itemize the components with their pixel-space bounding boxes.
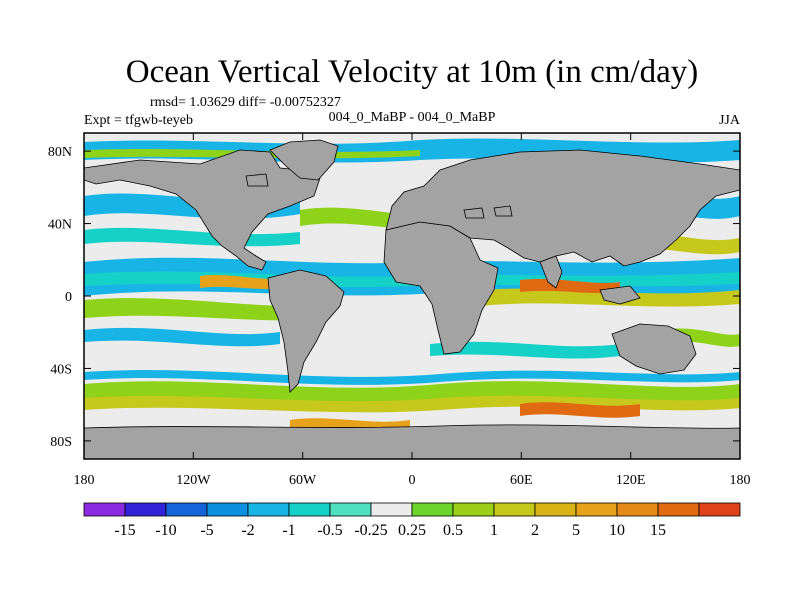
contour-band xyxy=(430,341,620,359)
landmass xyxy=(463,207,485,219)
season-label: JJA xyxy=(719,113,741,128)
landmass xyxy=(611,323,697,375)
lon-tick-label: 60W xyxy=(289,473,317,488)
contour-band xyxy=(84,327,280,347)
axis-tick-labels: 80N 40N 0 40S 80S 180 120W 60W 0 60E 120E 180 xyxy=(48,145,751,488)
lon-tick-label: 180 xyxy=(730,473,751,488)
colorbar-swatch xyxy=(288,502,331,517)
colorbar-swatch xyxy=(411,502,454,517)
colorbar-label: 15 xyxy=(650,522,666,539)
colorbar-label: 0.25 xyxy=(398,522,426,539)
colorbar-swatch xyxy=(83,502,126,517)
colorbar-swatch xyxy=(493,502,536,517)
contour-band xyxy=(520,279,620,294)
colorbar-swatch xyxy=(698,502,741,517)
colorbar-label: -15 xyxy=(114,522,135,539)
colorbar-label: 2 xyxy=(531,522,539,539)
lat-tick-label: 0 xyxy=(65,290,72,305)
landmass xyxy=(245,173,269,187)
colorbar-label: 0.5 xyxy=(443,522,463,539)
land-mask xyxy=(84,139,740,459)
colorbar-label: -10 xyxy=(155,522,176,539)
figure-title: Ocean Vertical Velocity at 10m (in cm/da… xyxy=(126,54,698,90)
colorbar-swatch xyxy=(124,502,167,517)
lat-tick-label: 40S xyxy=(50,362,72,377)
colorbar-swatch xyxy=(206,502,249,517)
landmass xyxy=(599,285,641,305)
colorbar-swatch xyxy=(370,502,413,517)
colorbar-swatch xyxy=(534,502,577,517)
lat-tick-label: 80N xyxy=(48,145,72,160)
colorbar-label: 1 xyxy=(490,522,498,539)
lon-tick-label: 0 xyxy=(409,473,416,488)
colorbar-swatch xyxy=(329,502,372,517)
stats-line: rmsd= 1.03629 diff= -0.00752327 xyxy=(150,95,341,110)
colorbar-label: 5 xyxy=(572,522,580,539)
contour-band xyxy=(84,298,330,321)
contour-band xyxy=(84,370,740,385)
colorbar-label: -0.25 xyxy=(354,522,387,539)
lat-tick-label: 40N xyxy=(48,218,72,233)
colorbar-swatch xyxy=(575,502,618,517)
lon-tick-label: 180 xyxy=(74,473,95,488)
contour-band xyxy=(200,275,290,290)
colorbar-label: -1 xyxy=(282,522,295,539)
colorbar-swatch xyxy=(657,502,700,517)
contour-band xyxy=(520,402,640,418)
colorbar-label: -0.5 xyxy=(317,522,342,539)
lon-tick-label: 120W xyxy=(176,473,211,488)
landmass xyxy=(493,205,513,217)
landmass xyxy=(385,149,740,267)
lat-tick-label: 80S xyxy=(50,435,72,450)
landmass xyxy=(269,139,339,181)
map: 80N 40N 0 40S 80S 180 120W 60W 0 60E 120E 180 xyxy=(48,132,751,488)
lon-tick-label: 120E xyxy=(616,473,646,488)
landmass xyxy=(539,255,563,289)
landmass xyxy=(267,269,345,393)
colorbar-swatch xyxy=(165,502,208,517)
lon-tick-label: 60E xyxy=(510,473,533,488)
colorbar-swatch xyxy=(247,502,290,517)
contour-band xyxy=(84,395,740,413)
colorbar-label: 10 xyxy=(609,522,625,539)
axis-ticks xyxy=(83,133,741,459)
experiment-label: Expt = tfgwb-teyeb xyxy=(84,113,193,128)
colorbar: -15 -10 -5 -2 -1 -0.5 -0.25 0.25 0.5 1 2 5 10 15 xyxy=(83,502,741,539)
landmass xyxy=(84,424,740,459)
colorbar-label: -5 xyxy=(200,522,213,539)
colorbar-swatch xyxy=(452,502,495,517)
colorbar-label: -2 xyxy=(241,522,254,539)
colorbar-swatch xyxy=(616,502,659,517)
comparison-label: 004_0_MaBP - 004_0_MaBP xyxy=(329,110,496,125)
